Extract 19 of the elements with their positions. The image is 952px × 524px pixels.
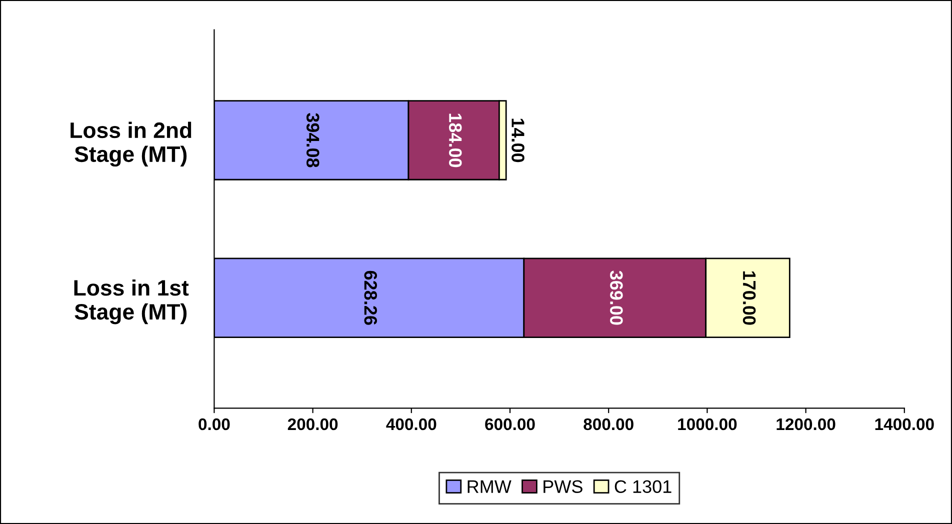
legend-label: RMW: [468, 480, 512, 493]
legend-label: C 1301: [614, 480, 672, 493]
x-tick-label: 600.00: [485, 418, 535, 430]
data-label: 14.00: [512, 118, 524, 162]
data-label: 394.08: [306, 113, 320, 168]
data-label: 369.00: [610, 270, 623, 325]
data-label: 184.00: [448, 114, 462, 168]
data-label: 628.26: [364, 270, 378, 325]
y-tick-label: Loss in 1st Stage (MT): [74, 279, 189, 324]
x-tick-label: 1000.00: [678, 418, 737, 430]
x-tick-label: 1400.00: [875, 418, 934, 430]
x-tick-label: 0.00: [198, 418, 230, 430]
x-tick-label: 1200.00: [776, 418, 836, 430]
legend-label: PWS: [544, 480, 582, 493]
y-tick-label: Loss in 2nd Stage (MT): [70, 122, 192, 167]
x-tick-label: 800.00: [584, 418, 634, 430]
x-tick-label: 400.00: [386, 418, 436, 430]
data-label: 170.00: [742, 271, 756, 325]
x-tick-label: 200.00: [288, 418, 338, 430]
